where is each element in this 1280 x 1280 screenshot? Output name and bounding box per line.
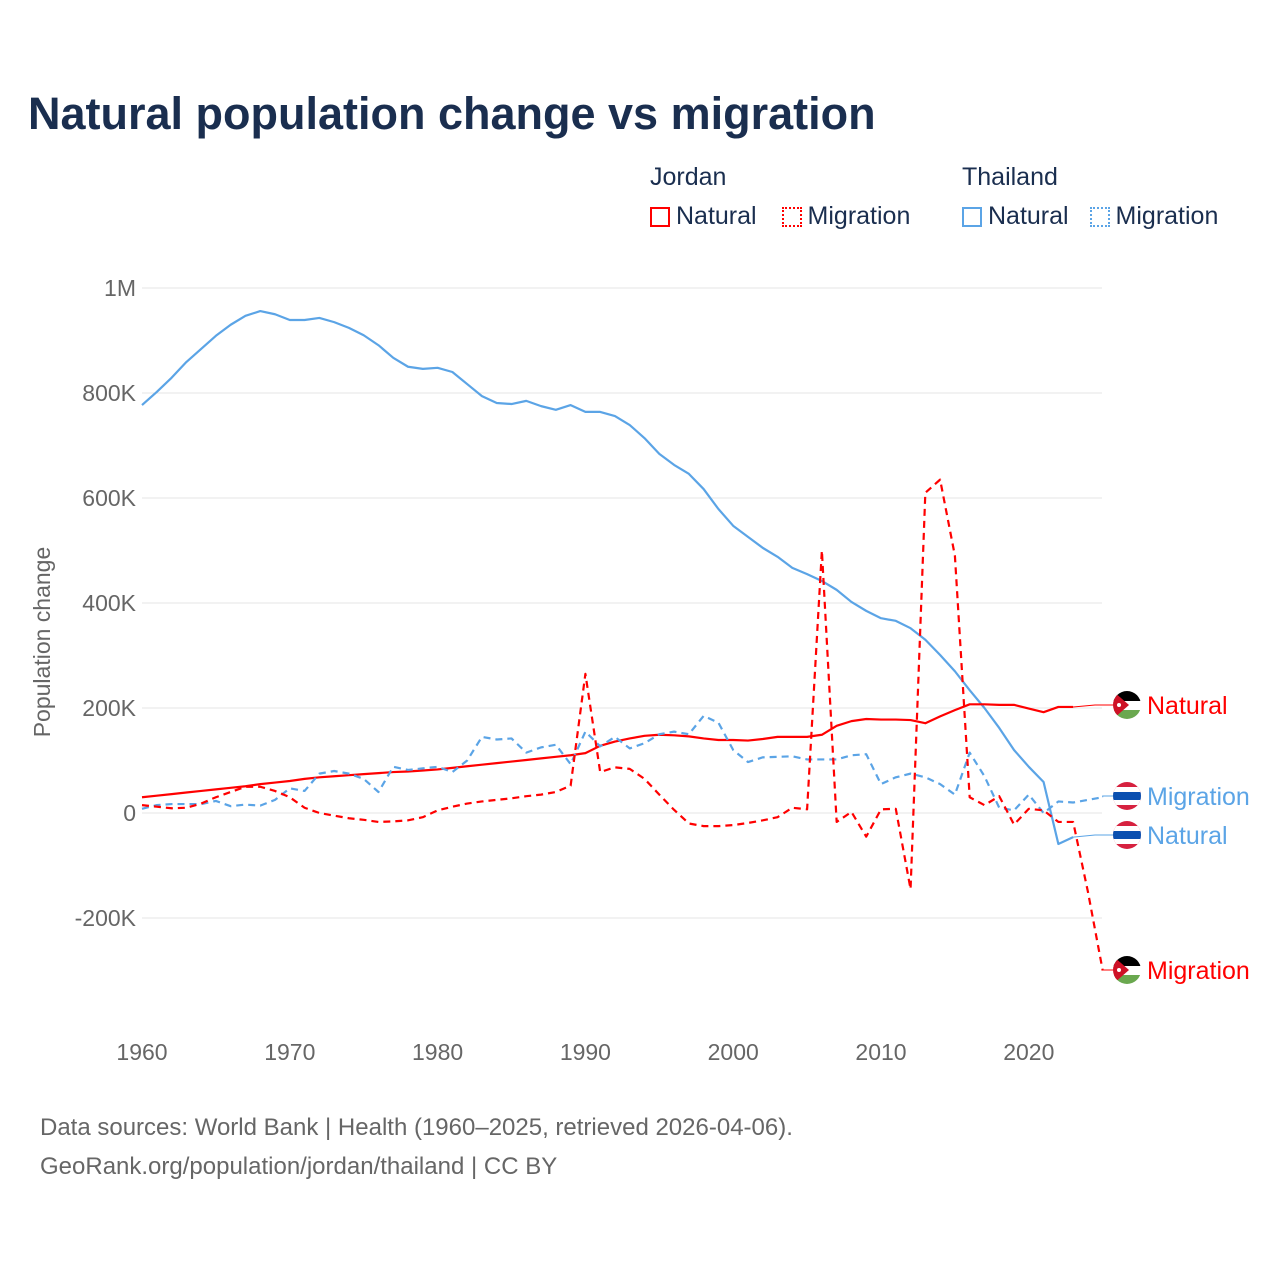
legend-group-title: Thailand: [962, 163, 1058, 191]
y-tick-label: 600K: [82, 485, 136, 511]
thailand-flag-icon: [1113, 821, 1141, 849]
series-end-label: Migration: [1147, 957, 1250, 985]
thailand-flag-icon: [1113, 782, 1141, 810]
legend-swatch-solid: [650, 206, 670, 227]
y-tick-label: -200K: [75, 905, 137, 931]
legend-jordan-natural[interactable]: Natural: [650, 202, 757, 231]
label-connector: [1073, 704, 1113, 708]
x-tick-label: 2020: [1003, 1039, 1054, 1065]
y-axis-label: Population change: [29, 547, 55, 738]
x-tick-label: 1970: [264, 1039, 315, 1065]
y-tick-label: 800K: [82, 380, 136, 406]
y-tick-label: 200K: [82, 695, 136, 721]
series-line-jordan-migration: [141, 478, 1104, 971]
series-line-thailand-migration: [141, 714, 1103, 815]
x-tick-label: 1960: [116, 1039, 167, 1065]
series-end-label: Migration: [1147, 783, 1250, 811]
legend-label: Natural: [676, 202, 757, 230]
legend-thailand-migration[interactable]: Migration: [1089, 202, 1219, 231]
series-end-label: Natural: [1147, 822, 1228, 850]
y-tick-label: 400K: [82, 590, 136, 616]
label-connector: [1102, 795, 1113, 798]
x-tick-label: 2000: [708, 1039, 759, 1065]
x-tick-label: 1990: [560, 1039, 611, 1065]
legend-group-title: Jordan: [650, 163, 727, 191]
legend-label: Migration: [807, 202, 911, 230]
legend-swatch-dotted: [781, 206, 802, 227]
series-line-jordan-natural: [141, 703, 1074, 799]
jordan-flag-icon: [1113, 956, 1141, 984]
x-tick-label: 2010: [855, 1039, 906, 1065]
legend-swatch-solid: [962, 206, 982, 227]
chart-title: Natural population change vs migration: [28, 88, 876, 139]
series-end-label: Natural: [1147, 692, 1228, 720]
label-connector: [1073, 834, 1113, 838]
series-line-thailand-natural: [141, 310, 1074, 846]
legend-jordan-migration[interactable]: Migration: [781, 202, 911, 231]
legend-label: Natural: [988, 202, 1069, 230]
legend-label: Migration: [1115, 202, 1219, 230]
legend-swatch-dotted: [1089, 206, 1110, 227]
y-tick-label: 1M: [104, 275, 136, 301]
legend-thailand-natural[interactable]: Natural: [962, 202, 1069, 231]
footer-sources: Data sources: World Bank | Health (1960–…: [40, 1114, 793, 1141]
x-tick-label: 1980: [412, 1039, 463, 1065]
y-tick-label: 0: [123, 800, 136, 826]
jordan-flag-icon: [1113, 691, 1141, 719]
legend-thailand: Thailand Natural Migration: [962, 163, 1218, 234]
legend-jordan: Jordan Natural Migration: [650, 163, 928, 234]
footer: Data sources: World Bank | Health (1960–…: [40, 1108, 793, 1186]
label-connector: [1102, 969, 1113, 971]
footer-link[interactable]: GeoRank.org/population/jordan/thailand |…: [40, 1153, 558, 1180]
